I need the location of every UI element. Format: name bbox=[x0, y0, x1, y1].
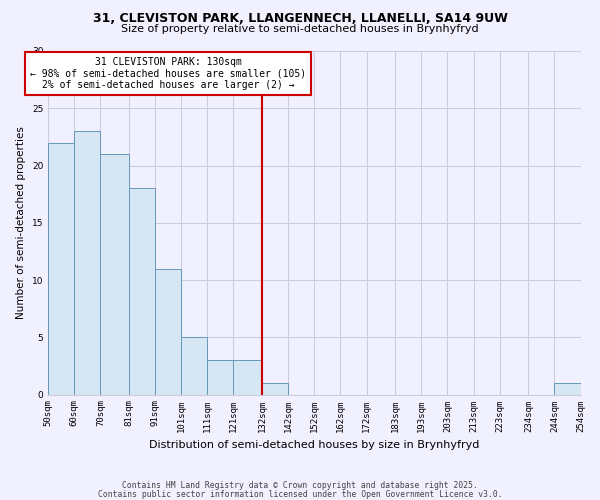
Bar bbox=[208, 360, 233, 394]
Text: Contains public sector information licensed under the Open Government Licence v3: Contains public sector information licen… bbox=[98, 490, 502, 499]
Bar bbox=[181, 338, 208, 394]
Bar bbox=[74, 131, 100, 394]
Bar bbox=[100, 154, 129, 394]
X-axis label: Distribution of semi-detached houses by size in Brynhyfryd: Distribution of semi-detached houses by … bbox=[149, 440, 479, 450]
Text: 31, CLEVISTON PARK, LLANGENNECH, LLANELLI, SA14 9UW: 31, CLEVISTON PARK, LLANGENNECH, LLANELL… bbox=[92, 12, 508, 26]
Bar bbox=[262, 383, 288, 394]
Bar bbox=[233, 360, 262, 394]
Bar bbox=[554, 383, 581, 394]
Text: 31 CLEVISTON PARK: 130sqm
← 98% of semi-detached houses are smaller (105)
2% of : 31 CLEVISTON PARK: 130sqm ← 98% of semi-… bbox=[30, 56, 306, 90]
Bar bbox=[48, 142, 74, 394]
Bar bbox=[129, 188, 155, 394]
Text: Contains HM Land Registry data © Crown copyright and database right 2025.: Contains HM Land Registry data © Crown c… bbox=[122, 481, 478, 490]
Y-axis label: Number of semi-detached properties: Number of semi-detached properties bbox=[16, 126, 26, 319]
Text: Size of property relative to semi-detached houses in Brynhyfryd: Size of property relative to semi-detach… bbox=[121, 24, 479, 34]
Bar bbox=[155, 268, 181, 394]
